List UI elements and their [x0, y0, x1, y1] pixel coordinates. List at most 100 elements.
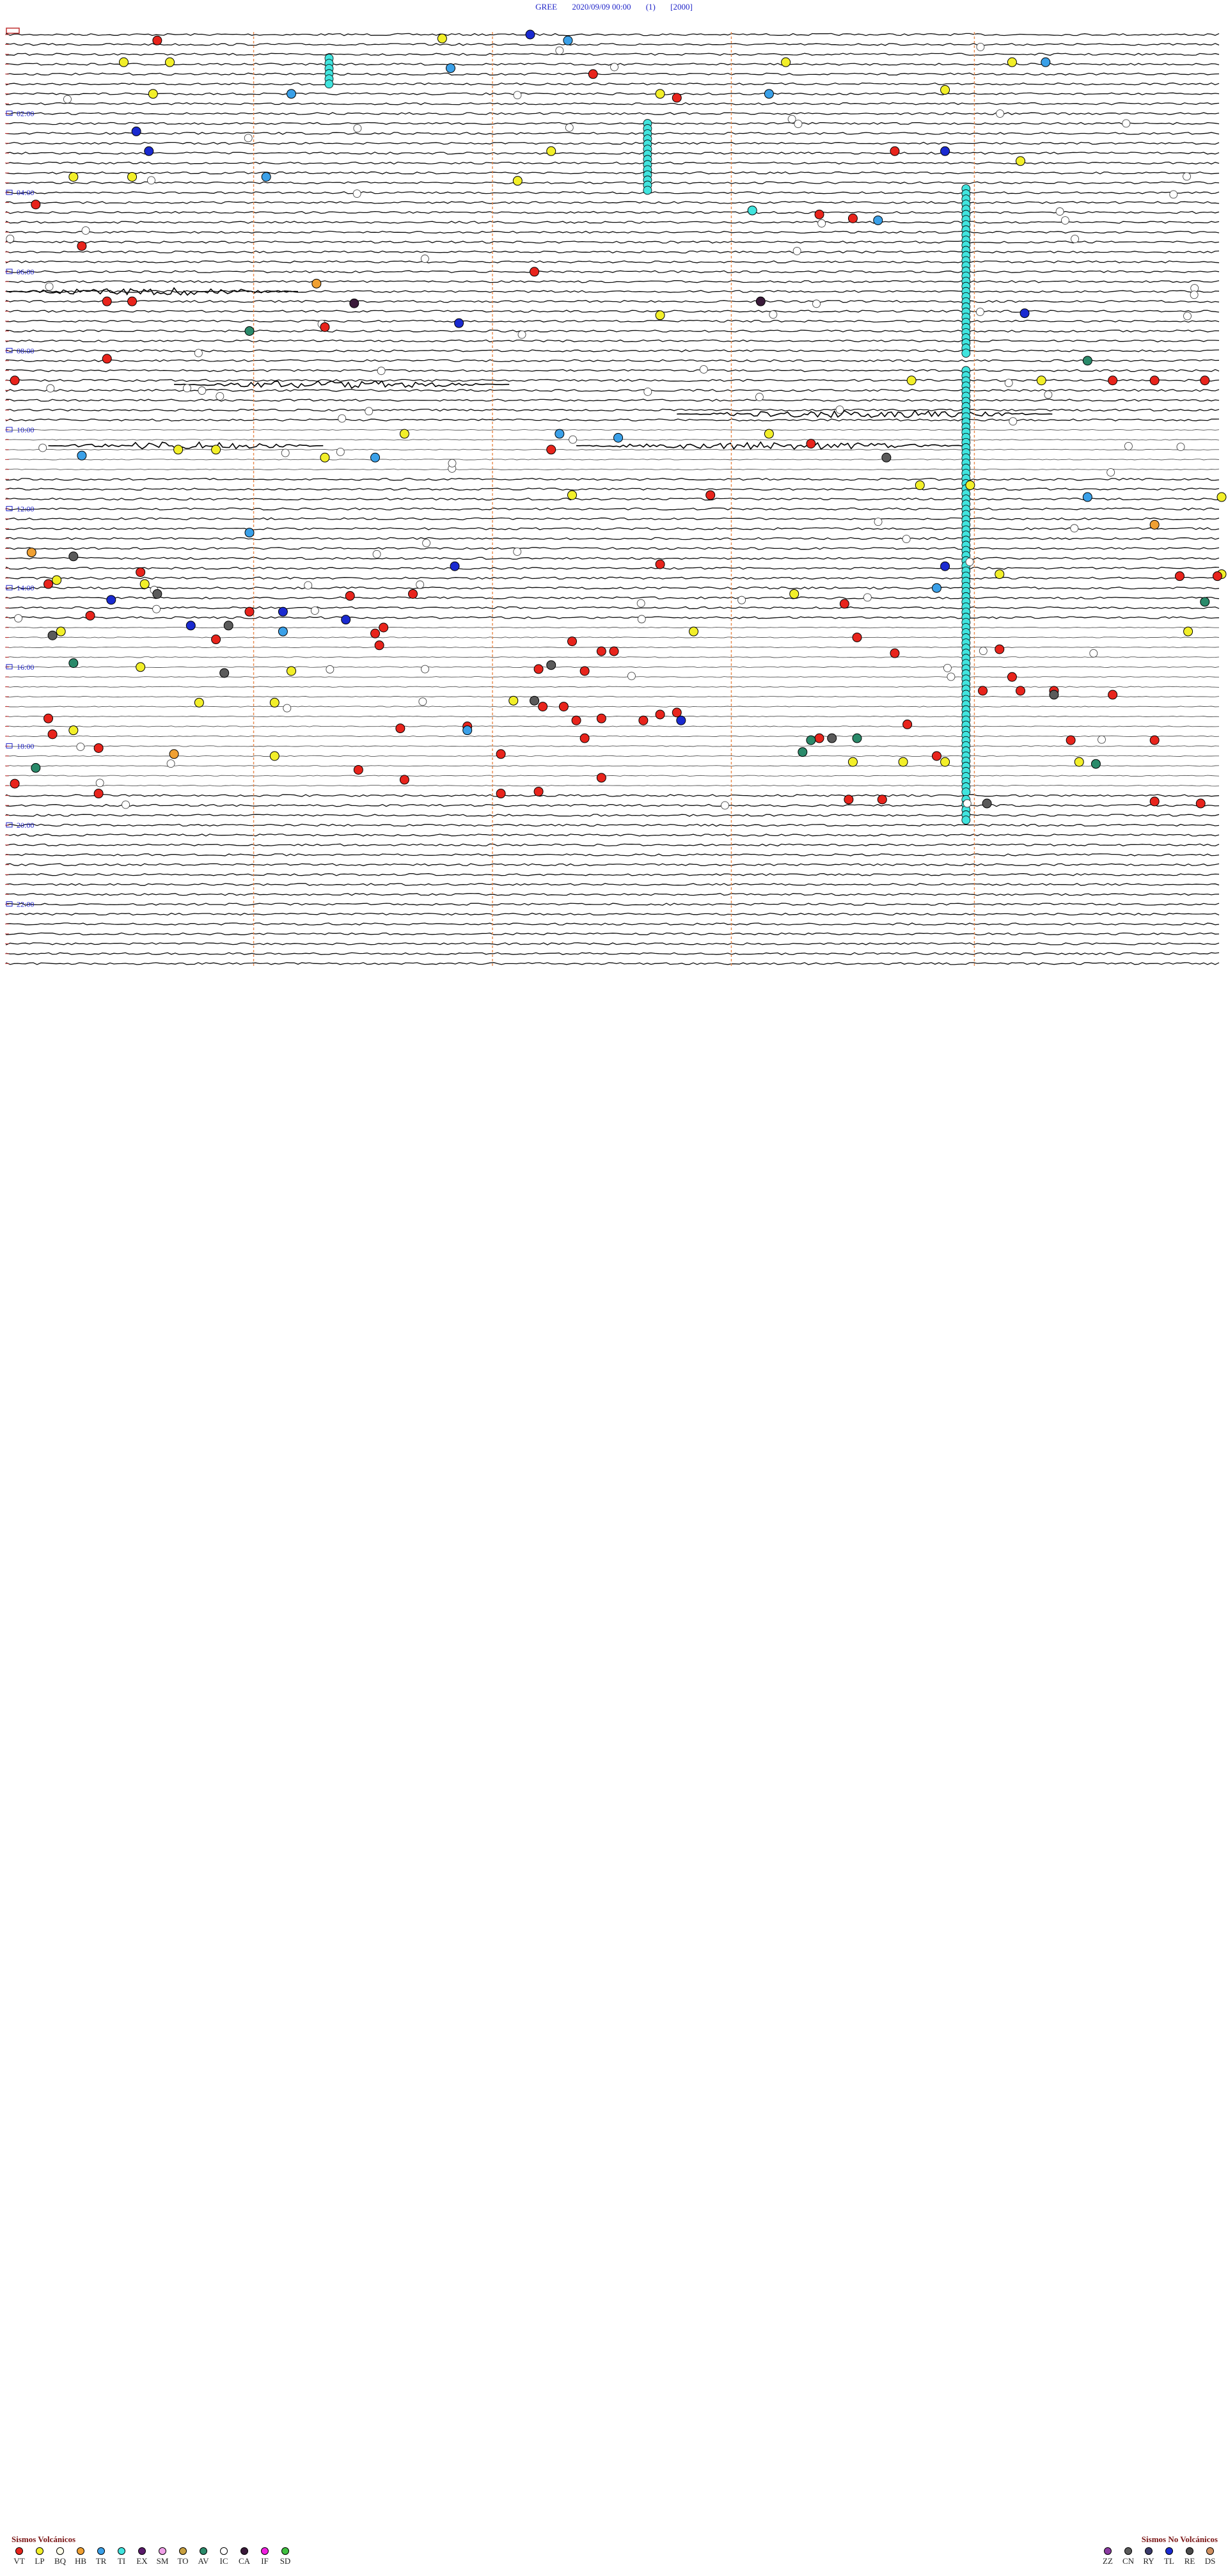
legend-swatch [97, 2547, 105, 2555]
event-ic-marker [95, 778, 104, 787]
event-av-marker [1090, 759, 1101, 769]
legend-volcanic-title: Sismos Volcánicos [12, 2534, 76, 2544]
event-lp-marker [211, 445, 221, 455]
event-ic-marker [1124, 442, 1133, 450]
trace-line [6, 775, 1220, 777]
component-label: (1) [645, 2, 656, 12]
legend-code: RE [1184, 2556, 1195, 2566]
trace-line [6, 399, 1220, 402]
event-ic-marker [372, 549, 381, 558]
trace-line [6, 706, 1220, 707]
hour-label: 14:00 [17, 583, 34, 592]
event-vt-marker [320, 322, 330, 332]
event-lp-marker [655, 310, 665, 320]
chart-title: GREE 2020/09/09 00:00 (1) [2000] [0, 0, 1228, 15]
event-cn-marker [827, 733, 837, 743]
event-ic-marker [863, 593, 872, 602]
hour-label: 18:00 [17, 741, 34, 750]
event-tr-marker [931, 583, 941, 593]
legend-item-hb: HB [73, 2547, 88, 2566]
scale-label: [2000] [670, 2, 693, 12]
event-lp-marker [1036, 375, 1046, 386]
event-lp-marker [546, 146, 556, 156]
event-av-marker [806, 735, 816, 745]
event-lp-marker [512, 176, 523, 186]
station-name: GREE [535, 2, 558, 12]
hour-marker [6, 111, 13, 116]
event-vt-marker [244, 606, 255, 617]
trace-line [6, 883, 1220, 886]
event-vt-marker [1007, 672, 1017, 682]
legend-code: LP [35, 2556, 45, 2566]
event-vt-marker [47, 729, 58, 739]
trace-line [6, 181, 1220, 184]
legend-swatch [36, 2547, 43, 2555]
event-lp-marker [906, 375, 917, 386]
event-vt-marker [102, 296, 112, 306]
legend-code: TL [1164, 2556, 1174, 2566]
legend-swatch [179, 2547, 187, 2555]
legend-code: ZZ [1103, 2556, 1113, 2566]
legend-swatch [15, 2547, 23, 2555]
event-vt-marker [638, 715, 649, 725]
trace-line [6, 547, 1220, 550]
tremor-burst [677, 409, 1053, 418]
legend-item-sm: SM [155, 2547, 170, 2566]
event-vt-marker [609, 646, 619, 656]
event-tr-marker [613, 432, 624, 443]
legend-item-zz: ZZ [1100, 2547, 1115, 2566]
trace-line [6, 794, 1220, 797]
event-lp-marker [269, 697, 279, 707]
event-ic-marker [835, 405, 844, 414]
trace-line [6, 299, 1220, 303]
event-ic-marker [418, 697, 427, 706]
event-av-marker [68, 658, 79, 668]
event-ic-marker [1004, 379, 1013, 388]
event-lp-marker [781, 57, 791, 67]
event-vt-marker [211, 635, 221, 645]
event-lp-marker [194, 697, 204, 707]
event-vt-marker [136, 567, 146, 577]
event-ic-marker [874, 518, 883, 526]
trace-line [6, 102, 1220, 106]
legend-code: BQ [54, 2556, 67, 2566]
event-av-marker [31, 763, 41, 773]
event-ti-marker [643, 186, 652, 195]
event-vt-marker [102, 354, 112, 364]
event-ic-marker [1009, 417, 1018, 426]
tremor-burst [174, 380, 510, 389]
event-vt-marker [1149, 375, 1160, 386]
trace-line [6, 290, 1220, 294]
event-vt-marker [546, 445, 556, 455]
event-hb-marker [169, 749, 179, 759]
event-ic-marker [336, 447, 345, 456]
event-ic-marker [448, 459, 457, 468]
legend-item-ry: RY [1141, 2547, 1156, 2566]
event-ic-marker [513, 547, 522, 556]
event-lp-marker [965, 480, 975, 491]
trace-line [6, 636, 1220, 638]
event-lp-marker [68, 725, 79, 736]
event-lp-marker [399, 429, 409, 439]
trace-line [6, 122, 1220, 125]
hour-marker [6, 347, 13, 353]
event-vt-marker [558, 702, 569, 712]
legend-item-av: AV [196, 2547, 211, 2566]
trace-line [6, 230, 1220, 234]
trace-line [6, 260, 1220, 264]
legend-code: SD [279, 2556, 291, 2566]
event-vt-marker [705, 490, 716, 500]
event-tr-marker [563, 35, 573, 45]
trace-line [6, 33, 1220, 36]
event-ic-marker [1098, 735, 1106, 744]
trace-line [6, 497, 1220, 501]
legend-swatch [77, 2547, 84, 2555]
trace-line [6, 853, 1220, 857]
legend-code: VT [13, 2556, 25, 2566]
event-tl-marker [940, 561, 950, 571]
event-vt-marker [533, 786, 544, 796]
event-lp-marker [508, 695, 519, 706]
event-cn-marker [223, 620, 233, 631]
event-ic-marker [147, 176, 155, 185]
event-tl-marker [940, 146, 950, 156]
